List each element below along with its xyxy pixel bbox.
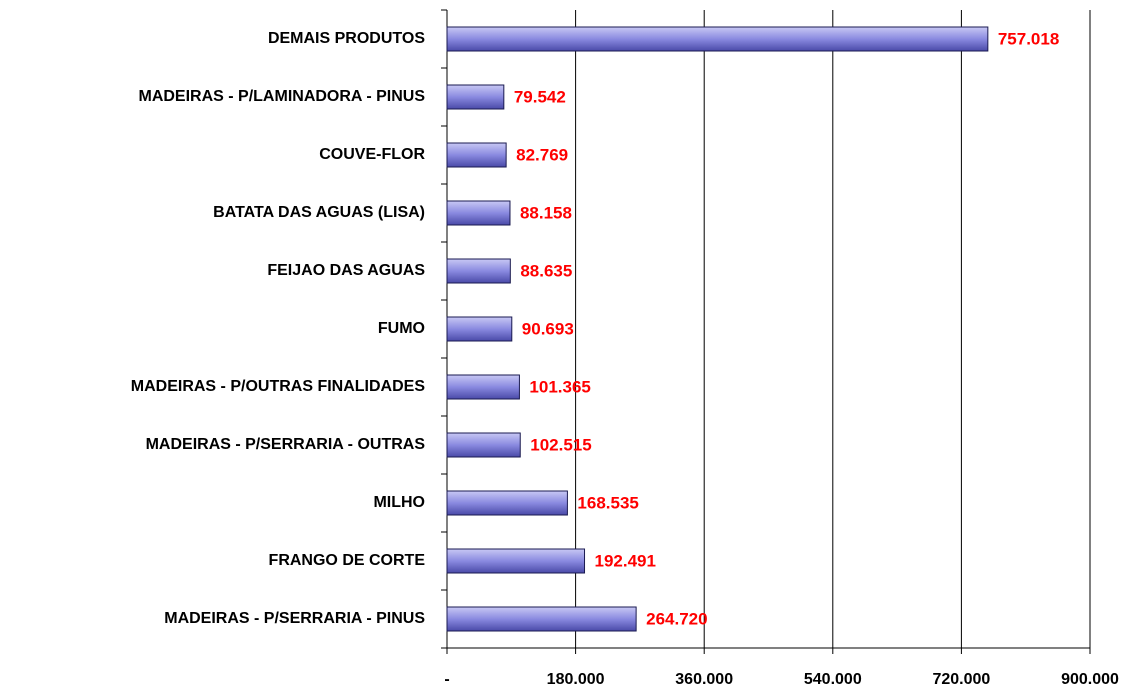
data-label: 82.769 xyxy=(516,145,568,164)
bar xyxy=(446,258,511,284)
x-tick-label: 900.000 xyxy=(1061,671,1119,688)
y-tick-label: FUMO xyxy=(378,320,425,337)
y-tick-label: BATATA DAS AGUAS (LISA) xyxy=(213,204,425,221)
y-tick-label: MADEIRAS - P/LAMINADORA - PINUS xyxy=(138,88,425,105)
data-label: 264.720 xyxy=(646,609,707,628)
y-tick-label: DEMAIS PRODUTOS xyxy=(268,30,425,47)
bar xyxy=(446,26,989,52)
x-tick-label: 180.000 xyxy=(547,671,605,688)
bar xyxy=(446,200,511,226)
data-label: 168.535 xyxy=(577,493,638,512)
y-tick-label: MADEIRAS - P/SERRARIA - OUTRAS xyxy=(146,436,426,453)
data-label: 88.158 xyxy=(520,203,572,222)
y-tick-label: MILHO xyxy=(373,494,425,511)
x-tick-label: 360.000 xyxy=(675,671,733,688)
y-tick-label: FEIJAO DAS AGUAS xyxy=(267,262,425,279)
y-tick-label: COUVE-FLOR xyxy=(319,146,425,163)
bar xyxy=(446,606,637,632)
bar xyxy=(446,84,505,110)
bar xyxy=(446,432,521,458)
y-tick-label: FRANGO DE CORTE xyxy=(269,552,426,569)
data-label: 88.635 xyxy=(520,261,572,280)
bar xyxy=(446,374,520,400)
y-tick-label: MADEIRAS - P/OUTRAS FINALIDADES xyxy=(131,378,426,395)
bar xyxy=(446,316,513,342)
data-label: 101.365 xyxy=(529,377,590,396)
x-tick-label: - xyxy=(444,671,449,688)
bar xyxy=(446,548,586,574)
data-label: 102.515 xyxy=(530,435,591,454)
x-tick-label: 540.000 xyxy=(804,671,862,688)
bar xyxy=(446,490,568,516)
bar xyxy=(446,142,507,168)
y-tick-label: MADEIRAS - P/SERRARIA - PINUS xyxy=(164,610,425,627)
data-label: 192.491 xyxy=(595,551,656,570)
data-label: 757.018 xyxy=(998,29,1059,48)
data-label: 79.542 xyxy=(514,87,566,106)
data-label: 90.693 xyxy=(522,319,574,338)
x-tick-label: 720.000 xyxy=(932,671,990,688)
